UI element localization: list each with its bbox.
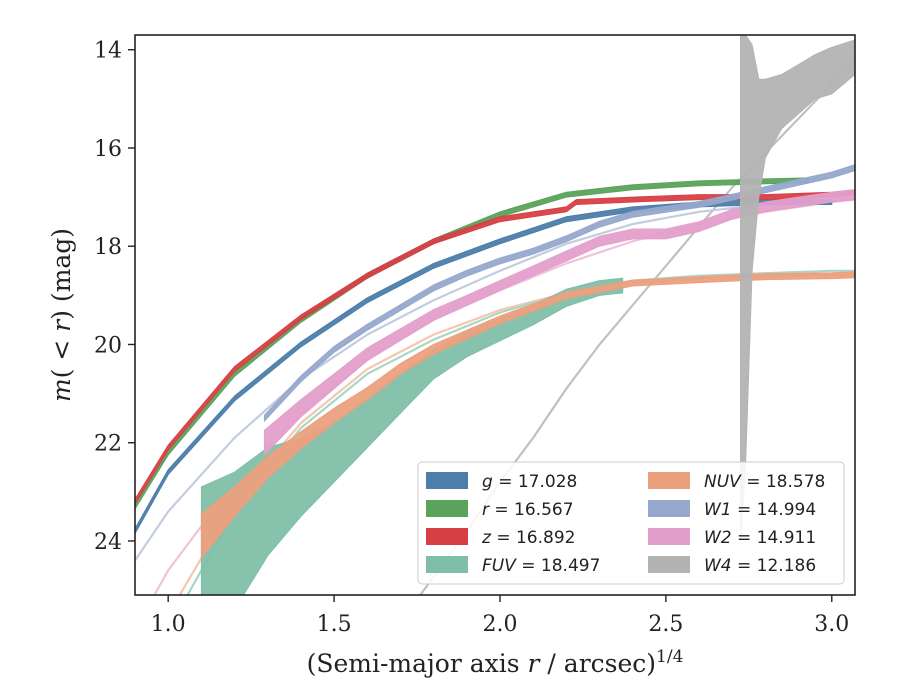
- legend-swatch: [426, 528, 468, 545]
- series-nuv: [200, 271, 855, 560]
- legend-label: W2 = 14.911: [704, 528, 816, 548]
- legend-label: NUV = 18.578: [704, 472, 825, 492]
- legend-swatch: [426, 500, 468, 517]
- x-axis-title: (Semi-major axis r / arcsec)1/4: [307, 647, 684, 678]
- legend: g = 17.028 r = 16.567 z = 16.892 FUV = 18.4…: [417, 461, 845, 585]
- legend-swatch: [648, 528, 690, 545]
- legend-swatch: [648, 556, 690, 573]
- x-tick-label: 2.0: [482, 612, 517, 637]
- data-series: [135, 35, 855, 595]
- legend-label: g = 17.028: [482, 472, 577, 492]
- series-w4: [740, 35, 855, 542]
- plot-frame: [134, 34, 856, 596]
- y-tick-label: 24: [94, 530, 122, 555]
- x-tick-label: 2.5: [648, 612, 683, 637]
- series-z: [135, 189, 855, 506]
- x-tick-label: 3.0: [814, 612, 849, 637]
- legend-swatch: [426, 472, 468, 489]
- legend-swatch: [648, 500, 690, 517]
- legend-label: W1 = 14.994: [704, 500, 816, 520]
- y-tick-label: 22: [94, 432, 122, 457]
- legend-swatch: [648, 472, 690, 489]
- legend-swatch: [426, 556, 468, 573]
- y-axis: 14 16 18 20 22 24: [94, 39, 135, 555]
- y-tick-label: 14: [94, 39, 122, 64]
- legend-label: z = 16.892: [481, 528, 575, 548]
- y-tick-label: 20: [94, 333, 122, 358]
- y-tick-label: 18: [94, 235, 122, 260]
- legend-label: W4 = 12.186: [704, 556, 816, 576]
- series-w1: [263, 164, 855, 423]
- x-tick-label: 1.5: [317, 612, 352, 637]
- y-tick-label: 16: [94, 137, 122, 162]
- legend-label: r = 16.567: [482, 500, 574, 520]
- legend-label: FUV = 18.497: [482, 556, 600, 576]
- legend-box: [417, 461, 845, 585]
- series-w2: [263, 189, 855, 457]
- x-axis: 1.0 1.5 2.0 2.5 3.0: [151, 595, 849, 637]
- series-g: [135, 199, 833, 535]
- y-axis-title: m( < r) (mag): [47, 228, 76, 402]
- x-tick-label: 1.0: [151, 612, 186, 637]
